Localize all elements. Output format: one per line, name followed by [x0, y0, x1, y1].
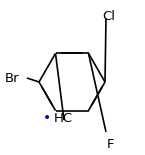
Text: HC: HC: [54, 111, 73, 124]
Text: •: •: [43, 111, 51, 125]
Text: Br: Br: [5, 71, 20, 84]
Text: F: F: [107, 138, 115, 151]
Text: Cl: Cl: [102, 10, 115, 23]
